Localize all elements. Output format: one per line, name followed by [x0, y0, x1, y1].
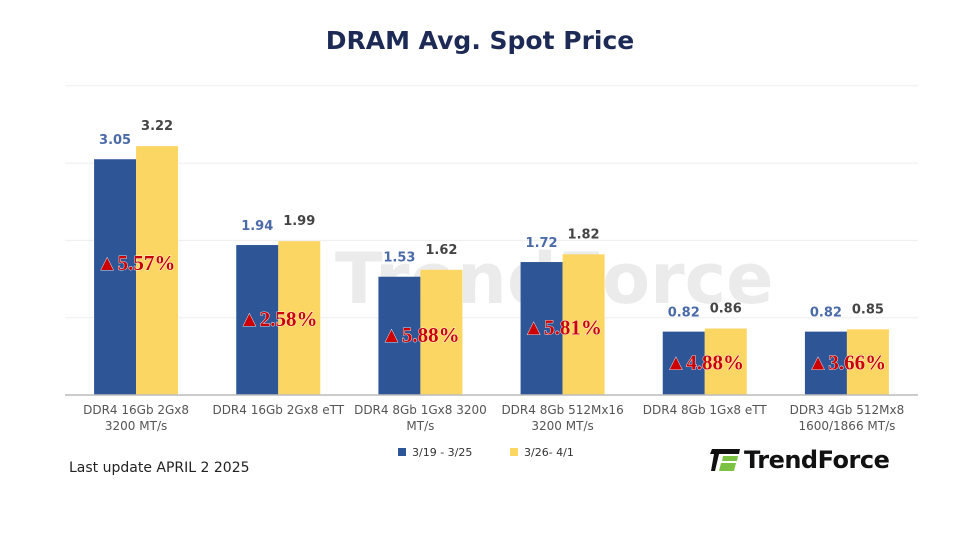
data-label: 1.94: [241, 219, 273, 234]
x-tick-label: 1600/1866 MT/s: [798, 419, 895, 433]
change-annotation: ▲5.57%: [97, 251, 176, 275]
data-label: 1.62: [425, 243, 457, 258]
data-label: 0.85: [852, 302, 884, 317]
change-annotation: ▲5.88%: [381, 323, 460, 347]
bar-period1: [378, 276, 421, 395]
bar-period1: [236, 245, 279, 395]
data-label: 1.82: [568, 227, 600, 242]
x-tick-label: DDR4 8Gb 1Gx8 eTT: [643, 403, 768, 417]
data-label: 1.53: [383, 251, 415, 266]
bar-period1: [804, 331, 847, 395]
trendforce-logo: TrendForce: [710, 446, 890, 474]
bar-period2: [278, 241, 321, 395]
bar-period1: [94, 159, 137, 395]
bar-period2: [136, 146, 179, 395]
bar-period2: [846, 329, 889, 395]
x-tick-label: DDR4 8Gb 512Mx16: [501, 403, 623, 417]
data-label: 0.82: [668, 306, 700, 321]
change-annotation: ▲4.88%: [665, 350, 744, 374]
x-tick-label: DDR4 16Gb 2Gx8: [83, 403, 189, 417]
data-label: 1.72: [526, 236, 558, 251]
data-label: 3.05: [99, 133, 131, 148]
change-annotation: ▲3.66%: [808, 350, 887, 374]
legend-label: 3/26- 4/1: [524, 446, 574, 459]
bar-period2: [562, 254, 605, 395]
bar-period2: [704, 328, 747, 395]
last-update-text: Last update APRIL 2 2025: [69, 460, 250, 476]
legend-label: 3/19 - 3/25: [412, 446, 472, 459]
legend-swatch: [398, 448, 406, 456]
data-label: 0.82: [810, 306, 842, 321]
change-annotation: ▲2.58%: [239, 307, 318, 331]
data-label: 3.22: [141, 119, 173, 134]
legend-swatch: [510, 448, 518, 456]
data-label: 0.86: [710, 302, 742, 317]
x-tick-label: 3200 MT/s: [105, 419, 167, 433]
bar-period1: [520, 262, 563, 395]
change-annotation: ▲5.81%: [523, 316, 602, 340]
logo-text: TrendForce: [744, 446, 890, 474]
chart-title: DRAM Avg. Spot Price: [325, 26, 635, 55]
x-tick-label: 3200 MT/s: [531, 419, 593, 433]
data-label: 1.99: [283, 214, 315, 229]
x-tick-label: MT/s: [406, 419, 434, 433]
x-tick-label: DDR4 8Gb 1Gx8 3200: [354, 403, 487, 417]
bar-period1: [662, 331, 705, 395]
x-tick-label: DDR4 16Gb 2Gx8 eTT: [212, 403, 344, 417]
x-tick-label: DDR3 4Gb 512Mx8: [790, 403, 905, 417]
trendforce-logo-icon: [710, 449, 740, 471]
bar-period2: [420, 269, 463, 395]
